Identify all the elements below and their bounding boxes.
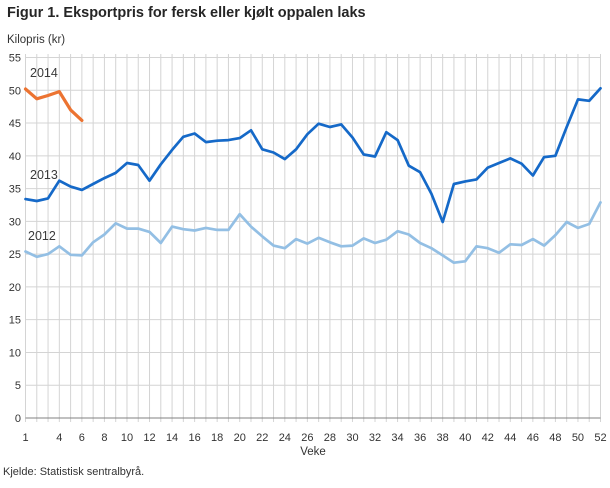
y-axis-unit-label: Kilopris (kr) xyxy=(7,34,66,46)
x-tick-label: 36 xyxy=(414,432,426,444)
x-tick-label: 14 xyxy=(166,432,178,444)
x-tick-label: 26 xyxy=(301,432,313,444)
x-tick-label: 42 xyxy=(482,432,494,444)
y-tick-label: 55 xyxy=(9,53,21,65)
x-tick-label: 24 xyxy=(279,432,291,444)
y-tick-label: 50 xyxy=(9,85,21,97)
x-tick-label: 10 xyxy=(121,432,133,444)
x-tick-label: 50 xyxy=(572,432,584,444)
x-tick-label: 44 xyxy=(504,432,516,444)
x-axis-title: Veke xyxy=(300,446,326,458)
y-tick-label: 15 xyxy=(9,315,21,327)
y-tick-label: 0 xyxy=(15,413,21,425)
figure-title: Figur 1. Eksportpris for fersk eller kjø… xyxy=(7,5,366,21)
x-tick-label: 30 xyxy=(346,432,358,444)
x-tick-label: 32 xyxy=(369,432,381,444)
x-tick-label: 48 xyxy=(549,432,561,444)
x-tick-label: 18 xyxy=(211,432,223,444)
series-label-2012: 2012 xyxy=(28,229,56,243)
y-tick-label: 35 xyxy=(9,184,21,196)
x-tick-label: 8 xyxy=(101,432,107,444)
y-tick-label: 30 xyxy=(9,216,21,228)
y-tick-label: 20 xyxy=(9,282,21,294)
x-tick-label: 38 xyxy=(437,432,449,444)
y-tick-label: 5 xyxy=(15,380,21,392)
y-tick-label: 45 xyxy=(9,118,21,130)
x-tick-label: 16 xyxy=(188,432,200,444)
x-tick-label: 34 xyxy=(391,432,403,444)
x-tick-label: 28 xyxy=(324,432,336,444)
x-tick-label: 46 xyxy=(527,432,539,444)
series-line-2014 xyxy=(23,87,84,123)
y-tick-label: 40 xyxy=(9,151,21,163)
x-tick-label: 6 xyxy=(79,432,85,444)
y-tick-label: 25 xyxy=(9,249,21,261)
x-tick-label: 4 xyxy=(56,432,62,444)
x-tick-label: 12 xyxy=(143,432,155,444)
series-line-2012 xyxy=(24,201,602,265)
series-line-2013 xyxy=(24,86,602,224)
series-label-2013: 2013 xyxy=(30,168,58,182)
x-tick-label: 1 xyxy=(22,432,28,444)
source-note: Kjelde: Statistisk sentralbyrå. xyxy=(3,466,145,478)
series-label-2014: 2014 xyxy=(30,66,58,80)
x-tick-label: 20 xyxy=(234,432,246,444)
x-tick-label: 22 xyxy=(256,432,268,444)
x-tick-label: 52 xyxy=(594,432,606,444)
y-tick-label: 10 xyxy=(9,347,21,359)
x-tick-label: 40 xyxy=(459,432,471,444)
